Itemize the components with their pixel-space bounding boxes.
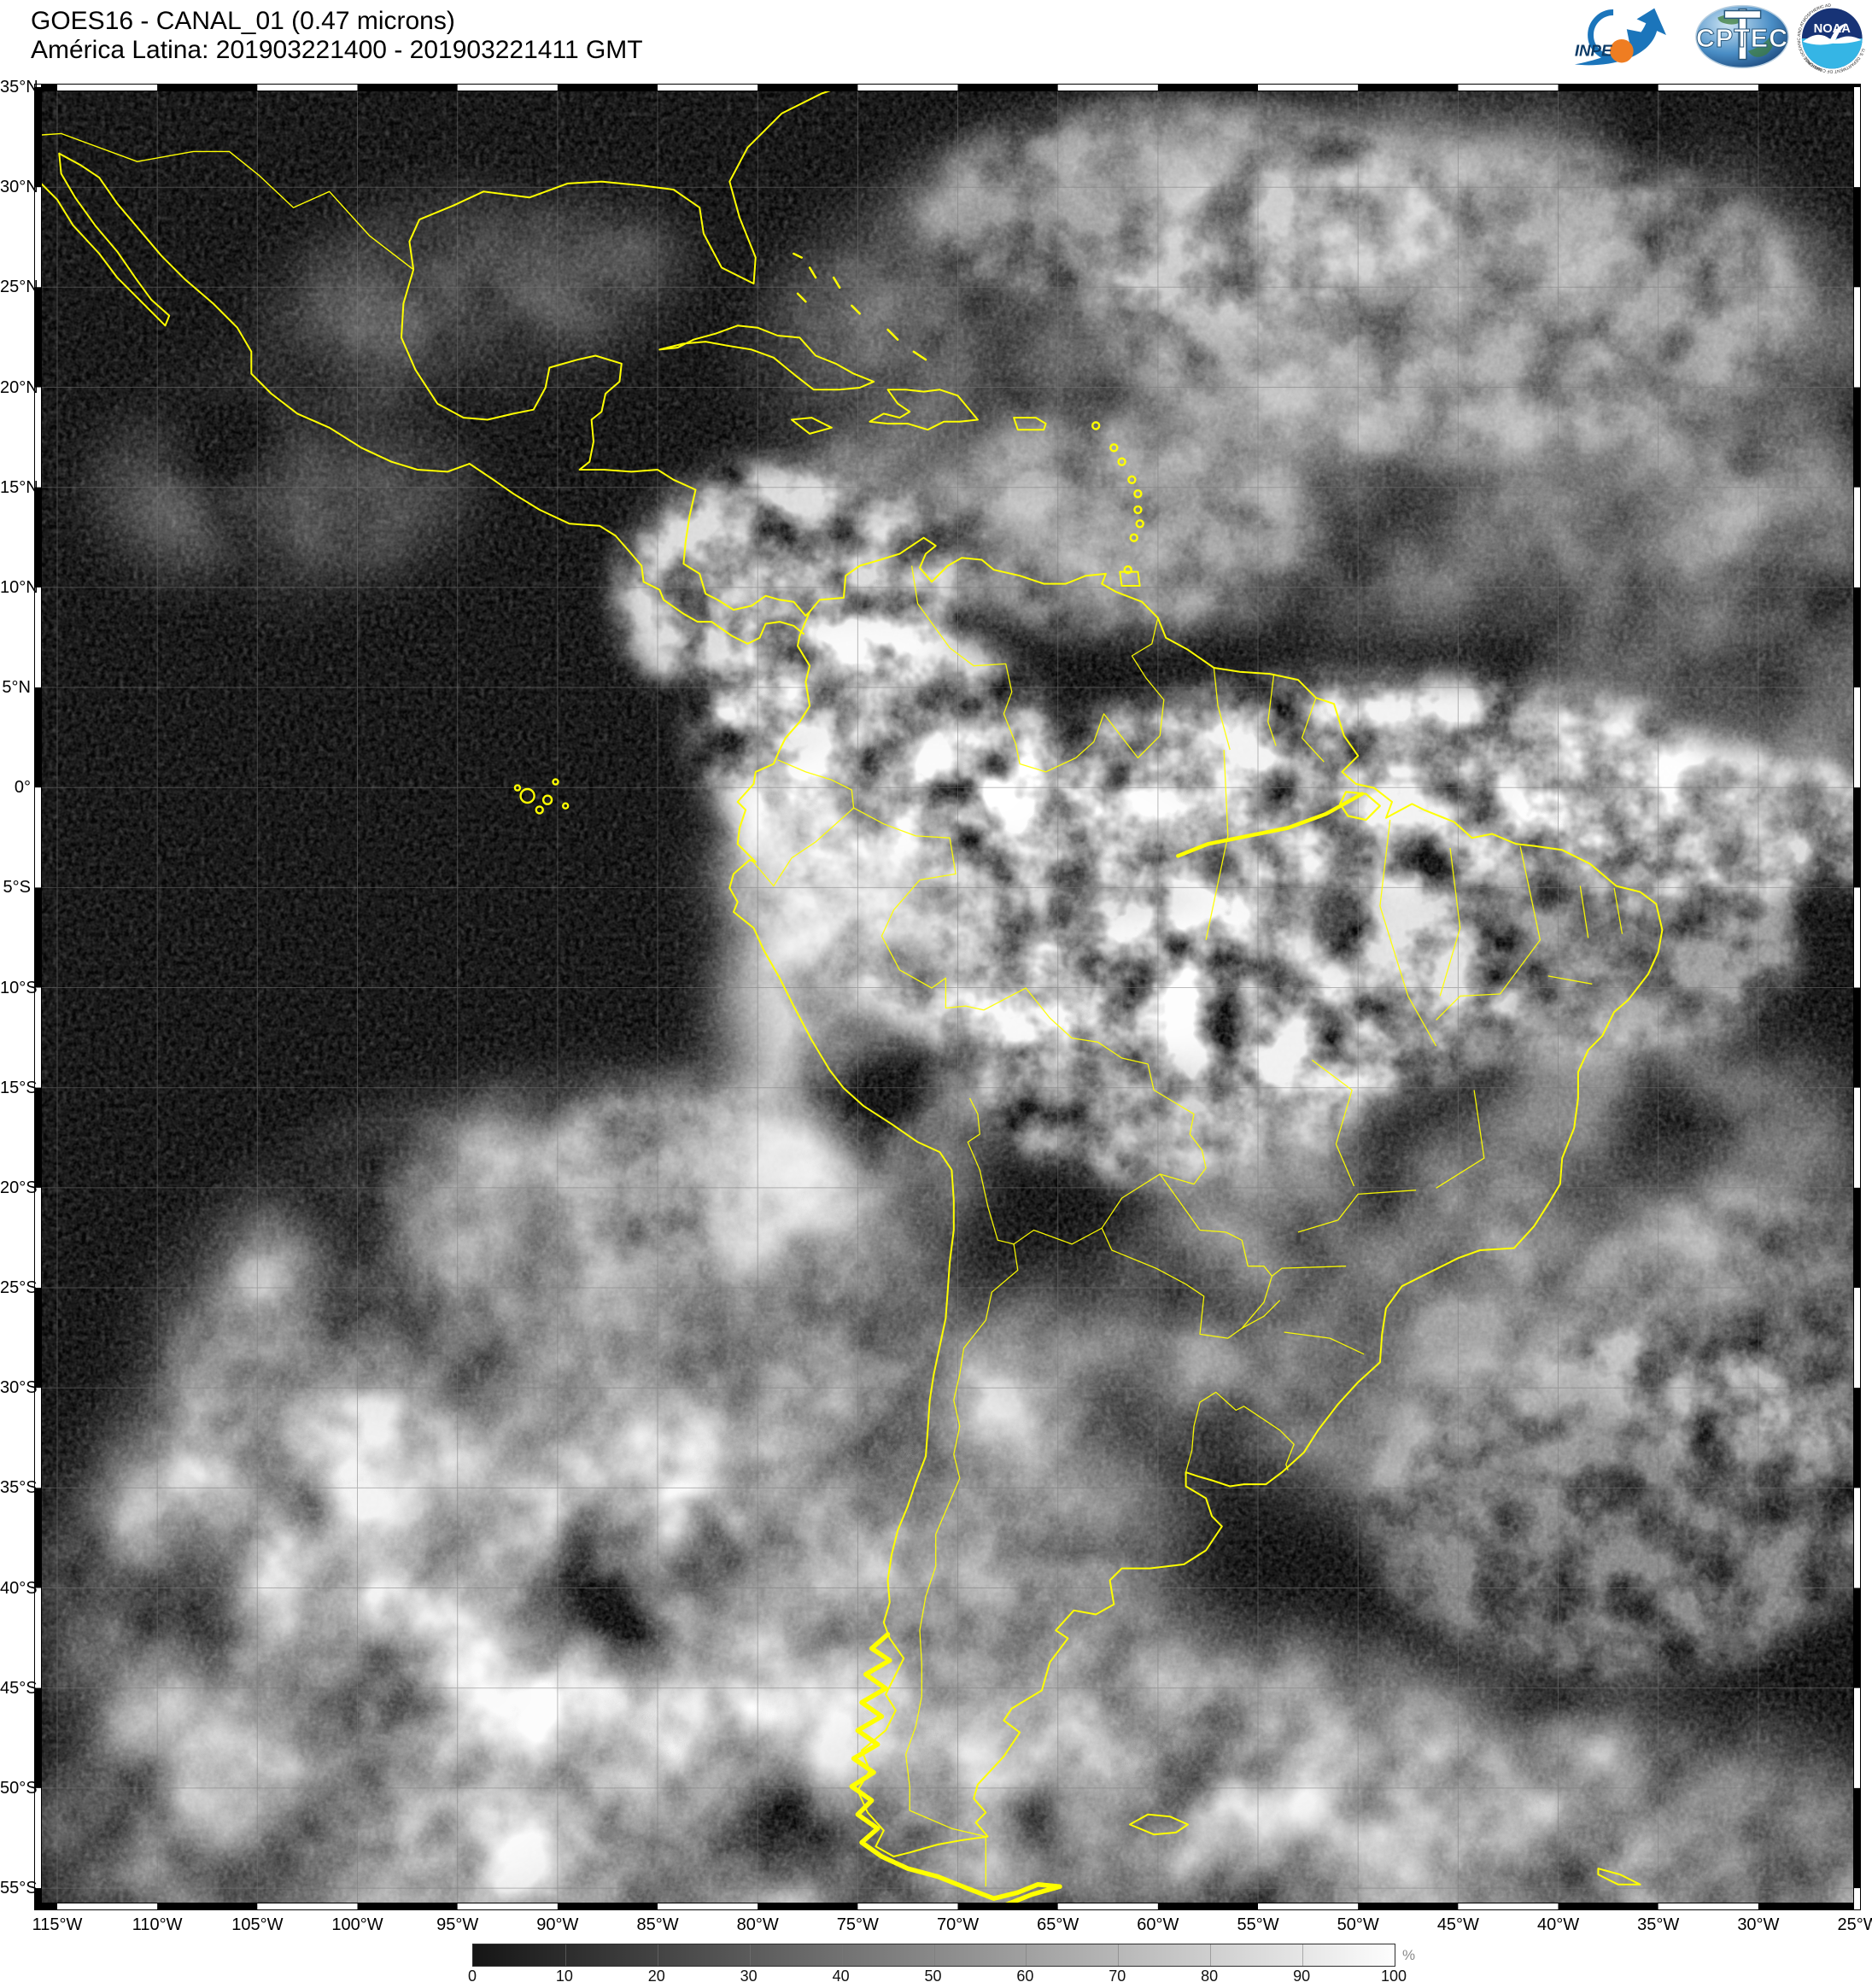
colorbar-tick	[1210, 1944, 1212, 1966]
colorbar-tick-label: 40	[832, 1968, 850, 1985]
lat-label: 25°S	[0, 1278, 38, 1298]
product-title: GOES16 - CANAL_01 (0.47 microns)	[31, 7, 455, 35]
colorbar-tick-label: 0	[467, 1968, 477, 1985]
lon-label: 25°W	[1837, 1915, 1872, 1934]
lat-label: 40°S	[0, 1578, 38, 1598]
colorbar-tick	[749, 1944, 751, 1966]
lon-label: 80°W	[736, 1915, 779, 1934]
lat-label: 35°S	[0, 1478, 38, 1498]
lat-label: 20°N	[0, 377, 38, 397]
lat-label: 30°S	[0, 1378, 38, 1398]
colorbar-tick-label: 90	[1293, 1968, 1311, 1985]
lon-label: 105°W	[231, 1915, 284, 1934]
noaa-logo: NOAA NATIONAL OCEANIC AND ATMOSPHERIC AD…	[1796, 2, 1869, 73]
lat-label: 0°	[14, 778, 31, 798]
lat-label: 5°S	[3, 878, 31, 898]
lat-label: 25°N	[0, 278, 38, 297]
colorbar-tick	[841, 1944, 843, 1966]
colorbar-tick	[1118, 1944, 1120, 1966]
colorbar-tick	[933, 1944, 935, 1966]
lon-label: 45°W	[1436, 1915, 1479, 1934]
lat-label: 20°S	[0, 1178, 38, 1197]
lon-label: 50°W	[1337, 1915, 1379, 1934]
colorbar-tick-label: 10	[555, 1968, 573, 1985]
lon-label: 30°W	[1737, 1915, 1780, 1934]
lat-label: 5°N	[2, 678, 31, 698]
lat-label: 55°S	[0, 1879, 38, 1898]
colorbar-tick-label: 100	[1380, 1968, 1407, 1985]
inpe-logo: INPE	[1574, 8, 1666, 66]
lon-label: 35°W	[1637, 1915, 1680, 1934]
lon-label: 65°W	[1037, 1915, 1079, 1934]
lon-label: 75°W	[836, 1915, 879, 1934]
colorbar-tick-label: 80	[1201, 1968, 1219, 1985]
lon-label: 100°W	[331, 1915, 383, 1934]
lat-label: 30°N	[0, 178, 38, 197]
satellite-map-image	[24, 84, 1872, 1988]
lat-label: 35°N	[0, 78, 38, 96]
colorbar-tick-label: 20	[647, 1968, 665, 1985]
cptec-logo: CPTEC	[1694, 4, 1789, 69]
lat-label: 15°N	[0, 477, 38, 497]
colorbar-tick	[565, 1944, 566, 1966]
lat-label: 45°S	[0, 1678, 38, 1698]
colorbar-tick-label: 50	[924, 1968, 942, 1985]
colorbar-tick-label: 60	[1016, 1968, 1034, 1985]
lon-label: 95°W	[436, 1915, 479, 1934]
lon-label: 90°W	[536, 1915, 579, 1934]
lon-label: 60°W	[1137, 1915, 1179, 1934]
lon-label: 110°W	[132, 1915, 183, 1934]
lat-label: 10°N	[0, 577, 38, 597]
product-subtitle: América Latina: 201903221400 - 201903221…	[31, 36, 643, 64]
colorbar-tick-label: 70	[1109, 1968, 1126, 1985]
logo-strip: INPE CPTEC NOAA NATIONAL OCEANIC AND ATM…	[1568, 2, 1869, 75]
lon-label: 70°W	[936, 1915, 980, 1934]
colorbar-gradient	[472, 1944, 1395, 1967]
noaa-logo-text: NOAA	[1814, 22, 1852, 36]
lat-label: 50°S	[0, 1778, 38, 1798]
colorbar-tick	[1302, 1944, 1304, 1966]
lon-label: 85°W	[636, 1915, 679, 1934]
lon-label: 40°W	[1536, 1915, 1580, 1934]
colorbar-unit-label: %	[1402, 1947, 1416, 1963]
lon-label: 55°W	[1237, 1915, 1279, 1934]
colorbar-tick-label: 30	[740, 1968, 758, 1985]
cptec-logo-text: CPTEC	[1695, 24, 1787, 53]
inpe-logo-text: INPE	[1575, 42, 1612, 60]
lat-label: 10°S	[0, 978, 38, 997]
lon-label: 115°W	[32, 1915, 83, 1934]
lat-label: 15°S	[0, 1078, 38, 1097]
colorbar-tick	[1026, 1944, 1027, 1966]
